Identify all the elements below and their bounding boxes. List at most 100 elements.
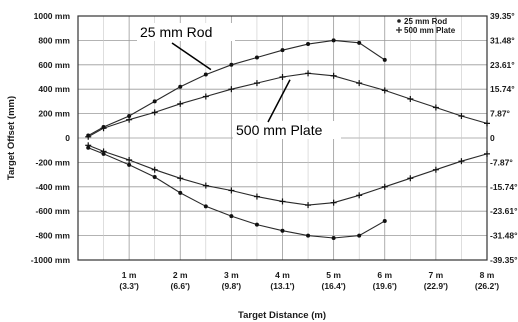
annotation-plate-arrow: [267, 79, 291, 123]
data-point-rod: [331, 38, 336, 43]
data-point-plate: [228, 86, 235, 93]
data-point-plate: [458, 158, 465, 165]
annotation-plate-label: 500 mm Plate: [236, 122, 323, 138]
data-point-plate: [305, 202, 312, 209]
data-point-rod: [127, 162, 132, 167]
data-point-rod: [280, 48, 285, 53]
data-point-plate: [177, 175, 184, 182]
x-tick-label: 8 m: [480, 270, 495, 280]
data-point-rod: [229, 62, 234, 67]
data-point-plate: [228, 187, 235, 194]
data-point-plate: [356, 192, 363, 199]
data-point-rod: [357, 40, 362, 45]
data-point-rod: [152, 99, 157, 104]
x-tick-label: 5 m: [326, 270, 341, 280]
data-point-plate: [484, 120, 490, 127]
data-point-rod: [127, 114, 132, 119]
y-axis-title: Target Offset (mm): [6, 96, 17, 180]
y2-tick-label: 0: [490, 133, 495, 143]
x-tick-label: 7 m: [429, 270, 444, 280]
data-point-plate: [330, 199, 337, 206]
data-point-rod: [382, 57, 387, 62]
annotation-rod-label: 25 mm Rod: [140, 24, 212, 40]
annotations: 25 mm Rod 500 mm Plate: [137, 23, 341, 139]
y2-tick-label: 31.48°: [490, 35, 515, 45]
data-point-rod: [306, 233, 311, 238]
y2-tick-label: -7.87°: [490, 157, 513, 167]
x-tick-sublabel: (19.6'): [373, 281, 397, 291]
data-point-plate: [381, 183, 388, 190]
y2-tick-label: -39.35°: [490, 255, 518, 265]
data-point-plate: [407, 95, 414, 102]
data-point-rod: [152, 175, 157, 180]
y-tick-label: 800 mm: [38, 35, 70, 45]
data-point-rod: [357, 233, 362, 238]
y2-tick-label: -15.74°: [490, 182, 518, 192]
y-tick-label: 1000 mm: [34, 11, 71, 21]
legend-marker-rod: [397, 19, 401, 23]
y2-tick-label: 15.74°: [490, 84, 515, 94]
y-tick-label: -200 mm: [36, 157, 71, 167]
x-tick-label: 3 m: [224, 270, 239, 280]
data-point-plate: [85, 133, 92, 140]
data-point-plate: [100, 148, 107, 155]
plot-frame: [77, 15, 488, 261]
data-point-plate: [305, 70, 312, 77]
data-point-rod: [254, 55, 259, 60]
data-point-plate: [202, 182, 209, 189]
data-point-plate: [381, 87, 388, 94]
data-point-rod: [178, 84, 183, 89]
data-point-rod: [382, 218, 387, 223]
x-tick-label: 2 m: [173, 270, 188, 280]
data-point-rod: [331, 236, 336, 241]
data-point-plate: [177, 100, 184, 107]
y2-tick-label: -31.48°: [490, 231, 518, 241]
legend-label-plate: 500 mm Plate: [404, 26, 456, 35]
data-point-plate: [253, 193, 260, 200]
y-tick-label: -800 mm: [36, 231, 71, 241]
y-tick-label: -1000 mm: [31, 255, 71, 265]
x-tick-sublabel: (16.4'): [322, 281, 346, 291]
data-point-rod: [203, 72, 208, 77]
data-point-plate: [279, 198, 286, 205]
y2-axis-ticks: 39.35° 31.48° 23.61° 15.74° 7.87° 0 -7.87° -15.…: [490, 11, 518, 265]
y-tick-label: 400 mm: [38, 84, 70, 94]
data-point-rod: [178, 190, 183, 195]
legend-label-rod: 25 mm Rod: [404, 17, 447, 26]
x-tick-sublabel: (26.2'): [475, 281, 499, 291]
legend: 25 mm Rod 500 mm Plate: [396, 17, 456, 35]
x-tick-sublabel: (22.9'): [424, 281, 448, 291]
y-tick-label: 0: [65, 133, 70, 143]
data-point-plate: [407, 175, 414, 182]
x-tick-sublabel: (3.3'): [119, 281, 139, 291]
data-point-plate: [356, 80, 363, 87]
data-point-plate: [126, 116, 133, 123]
data-point-plate: [202, 93, 209, 100]
data-point-plate: [151, 109, 158, 116]
annotation-bg: [233, 121, 341, 139]
data-point-rod: [306, 42, 311, 47]
y2-tick-label: 23.61°: [490, 60, 515, 70]
y2-tick-label: 39.35°: [490, 11, 515, 21]
y-tick-label: 600 mm: [38, 60, 70, 70]
y-tick-label: -400 mm: [36, 182, 71, 192]
y2-tick-label: 7.87°: [490, 109, 511, 119]
data-point-plate: [432, 104, 439, 111]
x-axis-title: Target Distance (m): [238, 310, 326, 321]
x-tick-label: 6 m: [377, 270, 392, 280]
x-tick-sublabel: (13.1'): [270, 281, 294, 291]
y-tick-label: 200 mm: [38, 109, 70, 119]
annotation-rod-arrow: [171, 42, 212, 71]
legend-marker-plate: [396, 27, 402, 33]
data-point-plate: [151, 166, 158, 173]
x-tick-sublabel: (9.8'): [222, 281, 242, 291]
data-point-plate: [432, 166, 439, 173]
x-tick-label: 1 m: [122, 270, 137, 280]
series-layer: [85, 38, 490, 241]
y2-tick-label: -23.61°: [490, 206, 518, 216]
x-axis-ticks: 1 m(3.3') 2 m(6.6') 3 m(9.8') 4 m(13.1') 5 m…: [119, 270, 499, 291]
y-tick-label: -600 mm: [36, 206, 71, 216]
data-point-plate: [126, 156, 133, 163]
data-point-plate: [330, 72, 337, 79]
